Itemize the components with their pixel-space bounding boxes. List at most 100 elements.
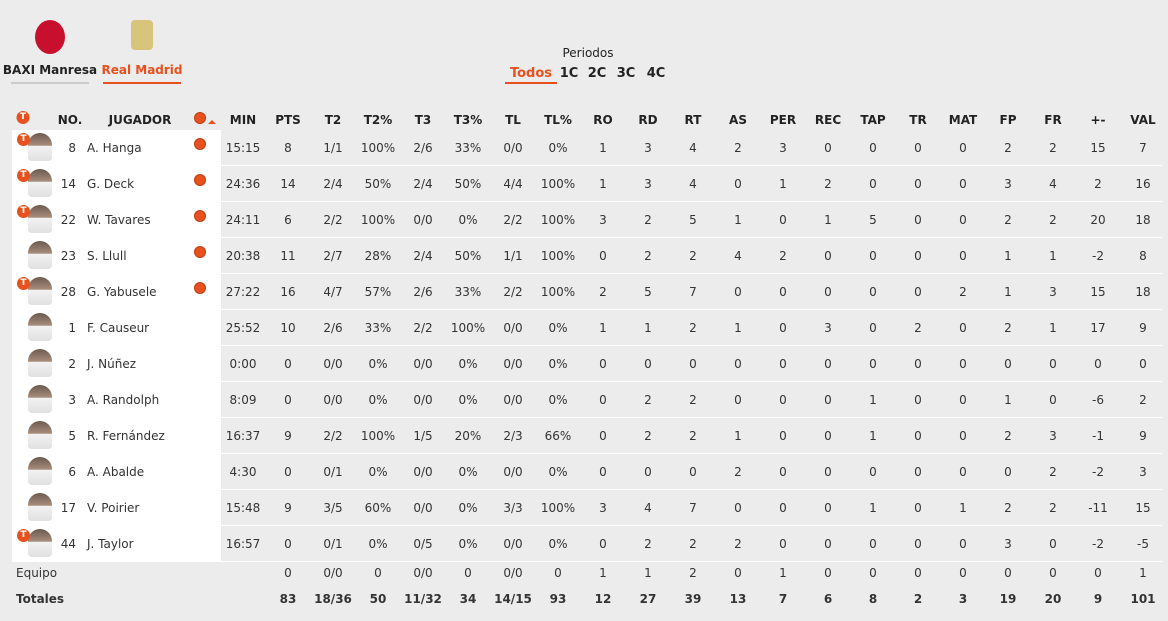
stat: 0%	[368, 357, 388, 371]
column-header[interactable]: T2%	[363, 113, 393, 127]
stat: 9	[284, 429, 292, 443]
stat: 0	[734, 393, 742, 407]
stat: 0	[599, 429, 607, 443]
stat: 1	[1139, 566, 1147, 580]
stat: 33%	[454, 141, 482, 155]
stat: 0%	[368, 465, 388, 479]
stat: 0	[869, 285, 877, 299]
column-header[interactable]: RT	[684, 113, 702, 127]
stat: 0	[824, 285, 832, 299]
column-header[interactable]: RD	[638, 113, 658, 127]
stat: 0	[959, 465, 967, 479]
period-tab[interactable]: Todos	[509, 66, 553, 81]
player-name[interactable]: A. Randolph	[87, 393, 160, 407]
stat: 1	[644, 566, 652, 580]
column-header[interactable]: MAT	[948, 113, 978, 127]
column-header[interactable]: T3	[414, 113, 432, 127]
period-tab[interactable]: 1C	[559, 66, 579, 81]
period-tab[interactable]: 3C	[616, 66, 636, 81]
player-photo	[28, 313, 52, 341]
stat: 20	[1090, 213, 1106, 227]
player-photo	[28, 421, 52, 449]
stat: 3	[1139, 465, 1147, 479]
column-header[interactable]: FR	[1044, 113, 1062, 127]
period-tab[interactable]: 2C	[587, 66, 607, 81]
player-name[interactable]: A. Abalde	[87, 465, 145, 479]
stat: 39	[684, 592, 702, 606]
column-header[interactable]: TL	[505, 113, 521, 127]
column-header[interactable]: +-	[1090, 113, 1106, 127]
stat: 0/5	[413, 537, 433, 551]
stat: 2/6	[323, 321, 343, 335]
player-name[interactable]: J. Núñez	[87, 357, 137, 371]
stat: 0%	[458, 357, 478, 371]
stat: 0	[914, 566, 922, 580]
stat: 2	[644, 393, 652, 407]
starter-badge: T	[17, 529, 30, 542]
stat: 2	[1094, 177, 1102, 191]
stat: 2	[644, 213, 652, 227]
row-divider	[12, 201, 1162, 202]
stat: 0	[734, 285, 742, 299]
column-header[interactable]: TR	[909, 113, 927, 127]
stat: 1	[779, 566, 787, 580]
column-header[interactable]: T3%	[453, 113, 483, 127]
stat: 0	[284, 537, 292, 551]
team-tab[interactable]: BAXI Manresa	[2, 63, 98, 77]
column-header[interactable]: PTS	[275, 113, 301, 127]
stat: 33%	[454, 285, 482, 299]
stat: 2/2	[503, 285, 523, 299]
player-name[interactable]: G. Yabusele	[87, 285, 157, 299]
team-tab[interactable]: Real Madrid	[101, 63, 183, 77]
column-header[interactable]: TL%	[544, 113, 572, 127]
stat: 3	[599, 213, 607, 227]
column-header[interactable]: REC	[814, 113, 842, 127]
stat: 2/2	[323, 429, 343, 443]
stat: 4	[689, 177, 697, 191]
period-tab[interactable]: 4C	[646, 66, 666, 81]
stat: 2	[1139, 393, 1147, 407]
team-logo	[35, 20, 65, 54]
player-photo	[28, 529, 52, 557]
player-name[interactable]: S. Llull	[87, 249, 127, 263]
player-name[interactable]: A. Hanga	[87, 141, 142, 155]
stat: 0/0	[323, 566, 343, 580]
player-name[interactable]: R. Fernández	[87, 429, 165, 443]
row-divider	[12, 309, 1162, 310]
stat: 100%	[540, 177, 576, 191]
stat: 0%	[548, 321, 568, 335]
stat: 0	[1049, 566, 1057, 580]
stat: 18	[1135, 213, 1151, 227]
stat: 0	[959, 393, 967, 407]
row-divider	[12, 453, 1162, 454]
column-header[interactable]: PER	[769, 113, 797, 127]
stat: 0	[914, 537, 922, 551]
stat: 7	[1139, 141, 1147, 155]
stat: 0/0	[413, 501, 433, 515]
stat: 2	[1049, 465, 1057, 479]
column-header[interactable]: FP	[999, 113, 1017, 127]
column-header[interactable]: RO	[593, 113, 613, 127]
column-header[interactable]: NO.	[57, 113, 83, 127]
player-name[interactable]: V. Poirier	[87, 501, 140, 515]
player-name[interactable]: F. Causeur	[87, 321, 150, 335]
stat: 2	[689, 249, 697, 263]
column-header[interactable]: TAP	[860, 113, 886, 127]
column-header[interactable]: JUGADOR	[108, 113, 172, 127]
stat: 6	[823, 592, 833, 606]
player-name[interactable]: J. Taylor	[87, 537, 134, 551]
player-name[interactable]: W. Tavares	[87, 213, 151, 227]
stat: 2/4	[413, 249, 433, 263]
column-header[interactable]: MIN	[229, 113, 257, 127]
column-header[interactable]: VAL	[1130, 113, 1156, 127]
column-header[interactable]: AS	[729, 113, 747, 127]
stat: 0	[1004, 566, 1012, 580]
stat: 2/3	[503, 429, 523, 443]
stat: 0	[644, 357, 652, 371]
stat: 0/0	[413, 357, 433, 371]
player-name[interactable]: G. Deck	[87, 177, 135, 191]
column-header[interactable]: T2	[324, 113, 342, 127]
stat: 0	[824, 566, 832, 580]
stat: 100%	[540, 501, 576, 515]
